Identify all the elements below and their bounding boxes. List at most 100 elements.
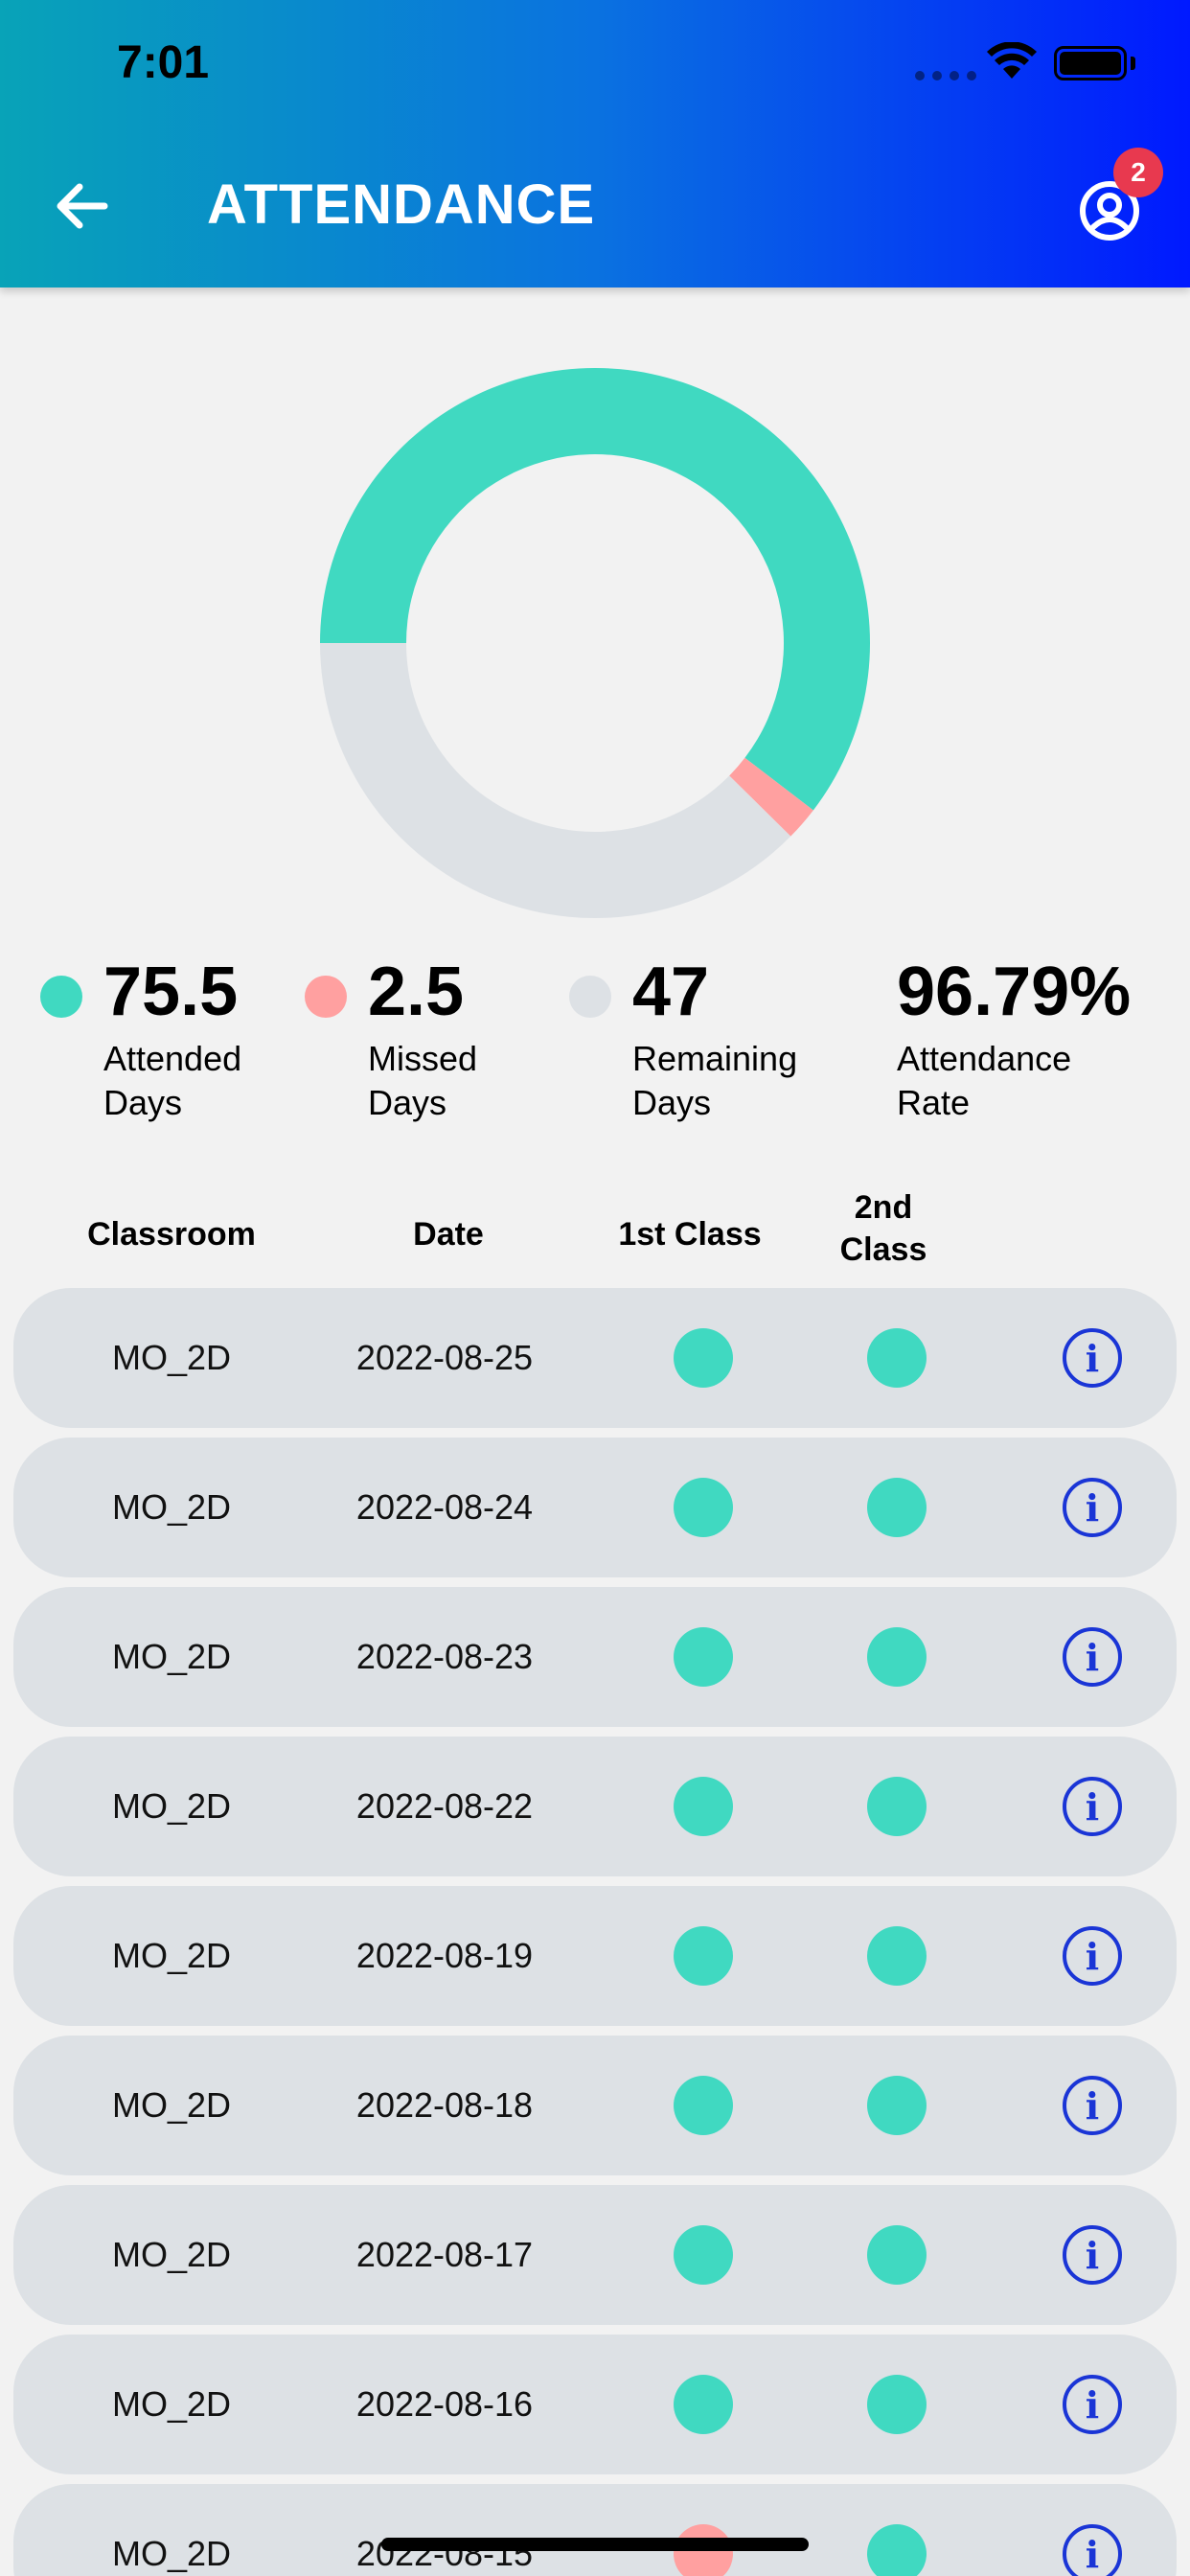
- classroom-cell: MO_2D: [111, 1786, 232, 1826]
- second-class-status-dot: [867, 1478, 927, 1537]
- table-row[interactable]: MO_2D 2022-08-16 i: [13, 2334, 1177, 2474]
- date-cell: 2022-08-18: [355, 2085, 534, 2125]
- donut-slice-attended: [320, 368, 870, 811]
- classroom-cell: MO_2D: [111, 1487, 232, 1527]
- header-first-class: 1st Class: [618, 1216, 762, 1253]
- first-class-status-dot: [674, 1328, 733, 1388]
- second-class-status-dot: [867, 2225, 927, 2285]
- label-line: Attended: [103, 1039, 242, 1078]
- signal-icon: [915, 71, 976, 80]
- label-line: Rate: [897, 1083, 971, 1122]
- home-indicator[interactable]: [381, 2538, 809, 2551]
- table-row[interactable]: MO_2D 2022-08-15 i: [13, 2484, 1177, 2576]
- first-class-status-dot: [674, 1627, 733, 1687]
- first-class-cell: [642, 2334, 765, 2474]
- info-button[interactable]: i: [1031, 1886, 1154, 2026]
- first-class-status-dot: [674, 1478, 733, 1537]
- info-icon: i: [1063, 1777, 1122, 1836]
- second-class-cell: [835, 1288, 958, 1428]
- table-row[interactable]: MO_2D 2022-08-19 i: [13, 1886, 1177, 2026]
- date-cell: 2022-08-23: [355, 1637, 534, 1676]
- label-line: Missed: [368, 1039, 478, 1078]
- remaining-days-value: 47: [632, 954, 710, 1030]
- wifi-icon: [987, 42, 1037, 79]
- attendance-list: MO_2D 2022-08-25 i MO_2D 2022-08-24 i MO_2D 202…: [13, 1288, 1177, 2576]
- second-class-cell: [835, 1736, 958, 1876]
- date-cell: 2022-08-15: [355, 2534, 534, 2573]
- attendance-rate-label: Attendance Rate: [897, 1037, 1146, 1125]
- info-button[interactable]: i: [1031, 1736, 1154, 1876]
- first-class-cell: [642, 2185, 765, 2325]
- label-line: Days: [632, 1083, 712, 1122]
- remaining-legend-dot: [569, 976, 611, 1018]
- first-class-cell: [642, 1288, 765, 1428]
- first-class-status-dot: [674, 1777, 733, 1836]
- label-line: Attendance: [897, 1039, 1072, 1078]
- first-class-status-dot: [674, 1926, 733, 1986]
- second-class-status-dot: [867, 2076, 927, 2135]
- battery-nub: [1131, 57, 1135, 70]
- attended-days-label: Attended Days: [103, 1037, 353, 1125]
- table-row[interactable]: MO_2D 2022-08-25 i: [13, 1288, 1177, 1428]
- classroom-cell: MO_2D: [111, 1637, 232, 1676]
- table-row[interactable]: MO_2D 2022-08-18 i: [13, 2036, 1177, 2175]
- info-button[interactable]: i: [1031, 2334, 1154, 2474]
- table-row[interactable]: MO_2D 2022-08-17 i: [13, 2185, 1177, 2325]
- second-class-cell: [835, 1587, 958, 1727]
- date-cell: 2022-08-25: [355, 1338, 534, 1377]
- notification-badge[interactable]: 2: [1113, 148, 1163, 197]
- info-button[interactable]: i: [1031, 2036, 1154, 2175]
- second-class-status-dot: [867, 1926, 927, 1986]
- app-header: 7:01 ATTENDANCE: [0, 0, 1190, 288]
- first-class-cell: [642, 1438, 765, 1577]
- info-icon: i: [1063, 1926, 1122, 1986]
- second-class-status-dot: [867, 2524, 927, 2576]
- classroom-cell: MO_2D: [111, 2085, 232, 2125]
- user-circle-icon[interactable]: [1071, 172, 1148, 249]
- label-line: Days: [368, 1083, 447, 1122]
- info-icon: i: [1063, 1478, 1122, 1537]
- table-header: Classroom Date 1st Class 2nd Class: [0, 1186, 1190, 1282]
- date-cell: 2022-08-16: [355, 2384, 534, 2424]
- second-class-cell: [835, 2036, 958, 2175]
- page-title: ATTENDANCE: [207, 173, 596, 236]
- date-cell: 2022-08-19: [355, 1936, 534, 1975]
- second-class-status-dot: [867, 1328, 927, 1388]
- info-button[interactable]: i: [1031, 2185, 1154, 2325]
- first-class-cell: [642, 1736, 765, 1876]
- info-icon: i: [1063, 1627, 1122, 1687]
- info-button[interactable]: i: [1031, 1438, 1154, 1577]
- table-row[interactable]: MO_2D 2022-08-22 i: [13, 1736, 1177, 1876]
- first-class-cell: [642, 1587, 765, 1727]
- info-button[interactable]: i: [1031, 2484, 1154, 2576]
- status-time: 7:01: [117, 37, 210, 88]
- header-classroom: Classroom: [87, 1216, 256, 1253]
- info-icon: i: [1063, 2225, 1122, 2285]
- second-class-status-dot: [867, 2375, 927, 2434]
- attended-days-value: 75.5: [103, 954, 239, 1030]
- header-line: 2nd: [854, 1189, 913, 1226]
- info-button[interactable]: i: [1031, 1587, 1154, 1727]
- date-cell: 2022-08-24: [355, 1487, 534, 1527]
- classroom-cell: MO_2D: [111, 1936, 232, 1975]
- second-class-status-dot: [867, 1627, 927, 1687]
- label-line: Remaining: [632, 1039, 798, 1078]
- attendance-donut-chart: [320, 368, 870, 918]
- donut-slice-remaining: [320, 643, 791, 918]
- first-class-status-dot: [674, 2225, 733, 2285]
- table-row[interactable]: MO_2D 2022-08-23 i: [13, 1587, 1177, 1727]
- first-class-cell: [642, 2484, 765, 2576]
- missed-days-label: Missed Days: [368, 1037, 617, 1125]
- remaining-days-label: Remaining Days: [632, 1037, 881, 1125]
- attended-legend-dot: [40, 976, 82, 1018]
- date-cell: 2022-08-17: [355, 2235, 534, 2274]
- first-class-cell: [642, 2036, 765, 2175]
- second-class-cell: [835, 1438, 958, 1577]
- classroom-cell: MO_2D: [111, 2235, 232, 2274]
- second-class-cell: [835, 2484, 958, 2576]
- back-button[interactable]: [48, 172, 115, 240]
- info-button[interactable]: i: [1031, 1288, 1154, 1428]
- info-icon: i: [1063, 1328, 1122, 1388]
- attendance-rate-value: 96.79%: [897, 954, 1132, 1030]
- table-row[interactable]: MO_2D 2022-08-24 i: [13, 1438, 1177, 1577]
